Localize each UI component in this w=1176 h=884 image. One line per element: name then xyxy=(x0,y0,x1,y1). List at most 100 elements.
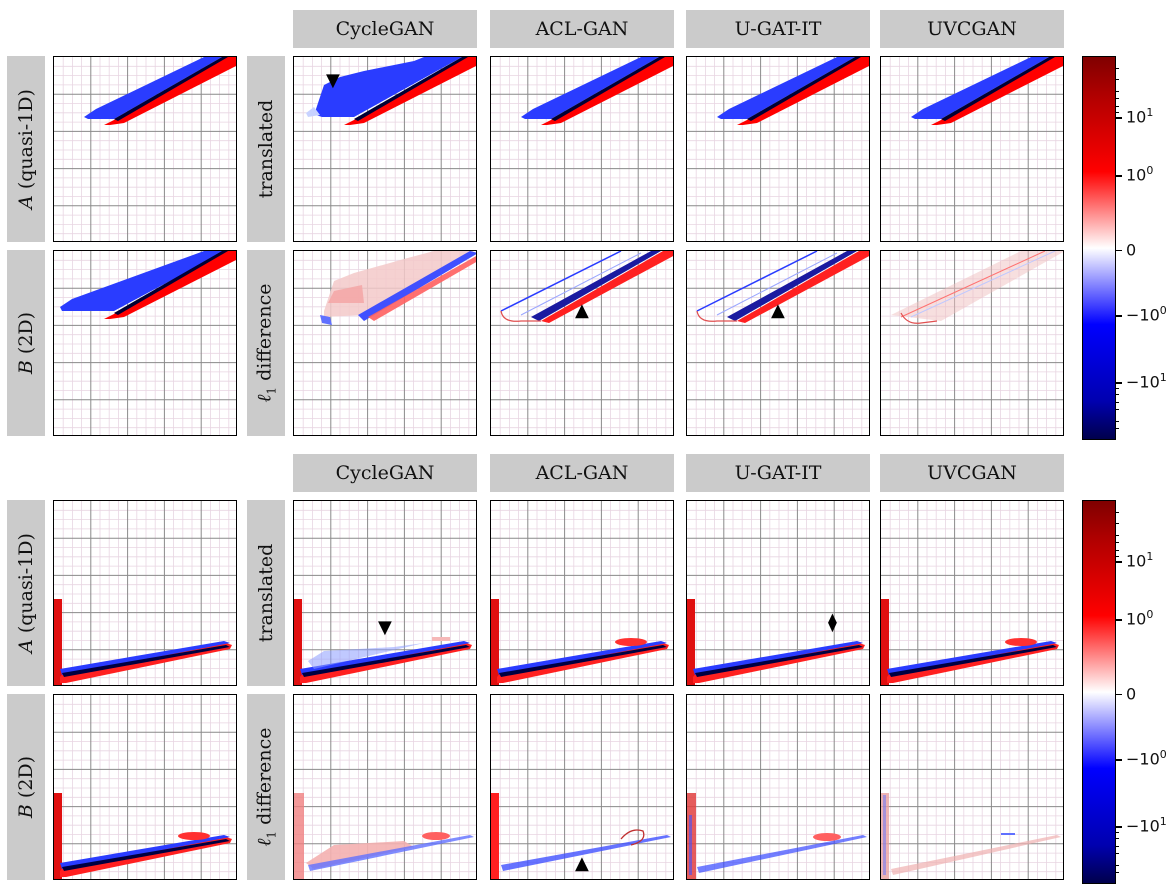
panel-domain-b-1-image xyxy=(54,251,236,435)
colorbar-minor-tick xyxy=(1115,542,1119,544)
tick-base: 10 xyxy=(1126,609,1147,629)
colorbar-minor-tick xyxy=(1115,67,1119,69)
colorbar-minor-tick xyxy=(1115,845,1119,847)
panel-difference-uvcgan-1-image xyxy=(881,251,1063,435)
colorbar-tick-mark xyxy=(1115,117,1122,119)
panel-translated-uvcgan-2-image xyxy=(881,501,1063,685)
colorbar-minor-tick xyxy=(1115,393,1119,395)
difference-word: difference xyxy=(253,283,276,381)
header-label: CycleGAN xyxy=(335,462,435,484)
panel-domain-b-1 xyxy=(53,250,237,436)
header-label: UVCGAN xyxy=(927,462,1017,484)
domain-label-text: A (quasi-1D) xyxy=(15,89,37,209)
panel-domain-a-2-image xyxy=(54,501,236,685)
colorbar-minor-tick xyxy=(1115,420,1119,422)
colorbar-tick-mark xyxy=(1115,561,1122,563)
marker-aclgan-difference-2-glyph: ▲ xyxy=(575,853,589,874)
panel-difference-uvcgan-2 xyxy=(880,694,1064,880)
header-aclgan-1: ACL-GAN xyxy=(490,10,674,48)
colorbar-tick-label: −100 xyxy=(1126,304,1167,324)
difference-word: difference xyxy=(253,727,276,825)
panel-translated-cyclegan-2-image xyxy=(294,501,476,685)
marker-ugatit-translated-2: ⧫ xyxy=(828,614,837,632)
colorbar-tick-mark xyxy=(1115,826,1122,828)
tick-base: 10 xyxy=(1126,551,1147,571)
panel-difference-aclgan-2-image xyxy=(491,695,673,879)
header-uvcgan-1: UVCGAN xyxy=(880,10,1064,48)
domain-description: (quasi-1D) xyxy=(15,89,37,190)
header-label: ACL-GAN xyxy=(535,462,629,484)
panel-difference-cyclegan-1-image xyxy=(294,251,476,435)
panel-translated-cyclegan-2 xyxy=(293,500,477,686)
panel-difference-ugatit-1 xyxy=(686,250,870,436)
panel-difference-uvcgan-1 xyxy=(880,250,1064,436)
colorbar-tick-label: 101 xyxy=(1126,550,1153,570)
colorbar-minor-tick xyxy=(1115,837,1119,839)
panel-translated-uvcgan-2 xyxy=(880,500,1064,686)
tick-exponent: 0 xyxy=(1159,304,1167,318)
row-label-text: ℓ1 difference xyxy=(254,283,279,402)
panel-domain-b-2-image xyxy=(54,695,236,879)
colorbar-tick-label: 100 xyxy=(1126,608,1153,628)
colorbar-minor-tick xyxy=(1115,409,1119,411)
colorbar-tick-label: 0 xyxy=(1126,239,1136,259)
colorbar-tick-mark xyxy=(1115,382,1122,384)
header-label: ACL-GAN xyxy=(535,18,629,40)
colorbar-minor-tick xyxy=(1115,853,1119,855)
row-label-translated-2: translated xyxy=(247,500,285,686)
colorbar-minor-tick xyxy=(1115,401,1119,403)
colorbar-minor-tick xyxy=(1115,90,1119,92)
domain-label-a-2: A (quasi-1D) xyxy=(7,500,45,686)
tick-exponent: 1 xyxy=(1159,371,1167,385)
marker-cyclegan-translated-1-glyph: ▼ xyxy=(326,70,340,91)
panel-translated-uvcgan-1-image xyxy=(881,57,1063,241)
colorbar-tick-label: 100 xyxy=(1126,164,1153,184)
tick-exponent: 0 xyxy=(1146,608,1154,622)
header-cyclegan-2: CycleGAN xyxy=(293,454,477,492)
domain-description: (2D) xyxy=(15,311,37,355)
domain-label-text: B (2D) xyxy=(15,312,37,374)
colorbar-minor-tick xyxy=(1115,549,1119,551)
header-aclgan-2: ACL-GAN xyxy=(490,454,674,492)
colorbar-minor-tick xyxy=(1115,105,1119,107)
panel-translated-ugatit-1-image xyxy=(687,57,869,241)
marker-aclgan-difference-1-glyph: ▲ xyxy=(575,300,589,321)
colorbar-tick-mark xyxy=(1115,175,1122,177)
colorbar-tick-mark xyxy=(1115,759,1122,761)
domain-variable: A xyxy=(15,195,37,209)
domain-description: (2D) xyxy=(15,755,37,799)
colorbar-tick-label: −101 xyxy=(1126,371,1167,391)
marker-ugatit-difference-1-glyph: ▲ xyxy=(771,300,785,321)
domain-label-text: B (2D) xyxy=(15,756,37,818)
colorbar-minor-tick xyxy=(1115,523,1119,525)
panel-domain-b-2 xyxy=(53,694,237,880)
colorbar-tick-mark xyxy=(1115,249,1122,252)
panel-translated-aclgan-2 xyxy=(490,500,674,686)
tick-base: −10 xyxy=(1126,749,1160,769)
l1-subscript: 1 xyxy=(264,386,279,395)
colorbar-tick-label: 0 xyxy=(1126,683,1136,703)
panel-difference-aclgan-2 xyxy=(490,694,674,880)
row-label-text: translated xyxy=(255,543,277,643)
domain-variable: B xyxy=(15,804,37,819)
colorbar-minor-tick xyxy=(1115,428,1119,430)
panel-domain-a-1-image xyxy=(54,57,236,241)
panel-domain-a-2 xyxy=(53,500,237,686)
marker-cyclegan-translated-2-glyph: ▼ xyxy=(378,617,392,638)
row-label-difference-2: ℓ1 difference xyxy=(247,694,285,880)
panel-translated-aclgan-2-image xyxy=(491,501,673,685)
panel-translated-ugatit-2-image xyxy=(687,501,869,685)
panel-difference-ugatit-2-image xyxy=(687,695,869,879)
colorbar-tick-label: −101 xyxy=(1126,815,1167,835)
panel-difference-aclgan-1-image xyxy=(491,251,673,435)
marker-ugatit-difference-1: ▲ xyxy=(771,302,785,320)
tick-exponent: 1 xyxy=(1146,106,1154,120)
colorbar-tick-mark xyxy=(1115,693,1122,696)
tick-exponent: 0 xyxy=(1146,164,1154,178)
l1-symbol: ℓ xyxy=(253,838,276,847)
tick-exponent: 1 xyxy=(1146,550,1154,564)
colorbar-minor-tick xyxy=(1115,555,1119,557)
tick-exponent: 1 xyxy=(1159,815,1167,829)
header-label: CycleGAN xyxy=(335,18,435,40)
